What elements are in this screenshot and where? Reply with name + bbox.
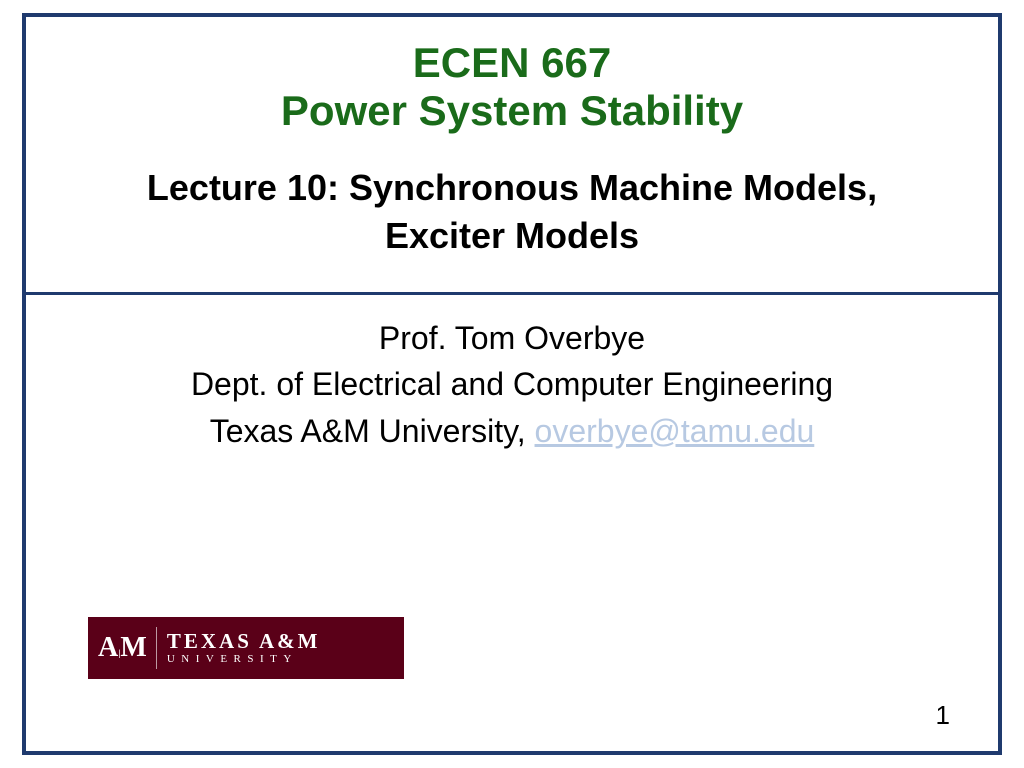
logo-mark-icon: A|M xyxy=(98,617,146,679)
logo-text-bottom: UNIVERSITY xyxy=(167,652,321,665)
logo-text-top: TEXAS A&M xyxy=(167,631,321,652)
course-title: Power System Stability xyxy=(26,87,998,135)
header-block: ECEN 667 Power System Stability Lecture … xyxy=(26,17,998,261)
course-code: ECEN 667 xyxy=(26,39,998,87)
page-number: 1 xyxy=(936,700,950,731)
email-link[interactable]: overbye@tamu.edu xyxy=(535,413,815,449)
logo-separator xyxy=(156,627,157,669)
lecture-title-line1: Lecture 10: Synchronous Machine Models, xyxy=(26,164,998,213)
professor-name: Prof. Tom Overbye xyxy=(26,315,998,361)
affiliation-prefix: Texas A&M University, xyxy=(210,413,535,449)
logo-text: TEXAS A&M UNIVERSITY xyxy=(167,631,321,665)
university-logo: A|M TEXAS A&M UNIVERSITY xyxy=(88,617,404,679)
lecture-title-line2: Exciter Models xyxy=(26,212,998,261)
header-divider xyxy=(26,292,998,295)
department: Dept. of Electrical and Computer Enginee… xyxy=(26,361,998,407)
affiliation-line: Texas A&M University, overbye@tamu.edu xyxy=(26,408,998,454)
slide-frame: ECEN 667 Power System Stability Lecture … xyxy=(22,13,1002,755)
body-block: Prof. Tom Overbye Dept. of Electrical an… xyxy=(26,315,998,454)
